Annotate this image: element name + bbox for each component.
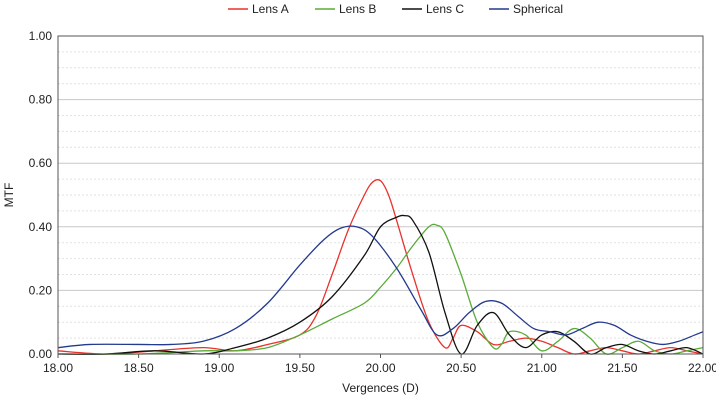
y-tick-label: 0.40	[29, 220, 53, 234]
y-tick-label: 0.00	[29, 347, 53, 361]
series-line-lens-c	[57, 214, 704, 355]
x-tick-label: 20.50	[446, 361, 476, 375]
y-tick-label: 0.60	[29, 156, 53, 170]
y-axis-title: MTF	[2, 183, 16, 208]
y-tick-label: 0.20	[29, 283, 53, 297]
legend-label-lens-c: Lens C	[426, 2, 464, 16]
x-tick-label: 18.00	[43, 361, 73, 375]
y-axis-ticks: 0.00 0.20 0.40 0.60 0.80 1.00	[29, 29, 53, 361]
y-tick-label: 0.80	[29, 93, 53, 107]
legend: Lens A Lens B Lens C Spherical	[228, 2, 563, 16]
legend-label-lens-a: Lens A	[252, 2, 289, 16]
y-tick-label: 1.00	[29, 29, 53, 43]
x-tick-label: 18.50	[124, 361, 154, 375]
series-line-spherical	[57, 225, 704, 349]
x-tick-label: 19.00	[204, 361, 234, 375]
x-tick-label: 20.00	[365, 361, 395, 375]
x-tick-label: 21.50	[607, 361, 637, 375]
legend-label-lens-b: Lens B	[339, 2, 376, 16]
x-axis-ticks: 18.00 18.50 19.00 19.50 20.00 20.50 21.00 21.50…	[43, 354, 716, 375]
x-tick-label: 22.00	[688, 361, 716, 375]
series-line-lens-b	[57, 223, 704, 355]
x-tick-label: 19.50	[285, 361, 315, 375]
x-axis-title: Vergences (D)	[342, 381, 419, 395]
grid	[58, 51, 703, 339]
x-tick-label: 21.00	[527, 361, 557, 375]
legend-label-spherical: Spherical	[513, 2, 563, 16]
series-layer	[57, 178, 704, 355]
series-line-lens-a	[57, 178, 704, 355]
